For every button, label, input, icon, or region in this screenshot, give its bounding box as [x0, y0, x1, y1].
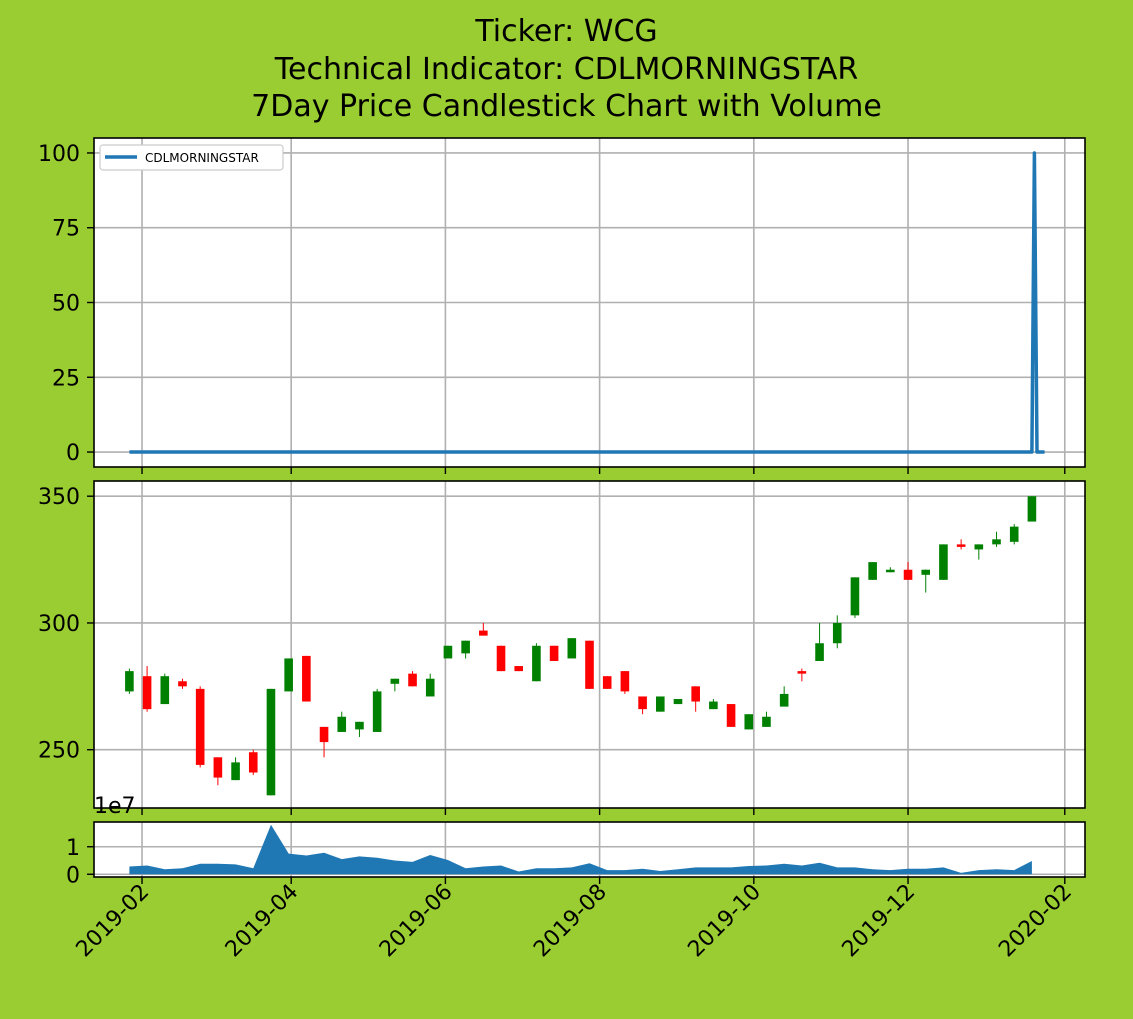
candle-body-34 [726, 704, 736, 727]
candle-body-49 [992, 539, 1001, 545]
candle-body-37 [779, 693, 789, 707]
indicator-ytick-label-2: 50 [52, 292, 80, 317]
candle-body-9 [284, 658, 293, 692]
candle-body-45 [921, 569, 931, 575]
candle-body-13 [355, 721, 364, 730]
candle-body-14 [372, 691, 382, 732]
volume-ytick-label-1: 1 [66, 836, 80, 861]
candle-body-12 [337, 716, 347, 732]
volume-ytick-label-0: 0 [66, 863, 80, 888]
candle-body-17 [425, 678, 435, 697]
price-ytick-label-1: 300 [38, 612, 80, 637]
candle-body-10 [302, 655, 311, 702]
candle-body-16 [408, 673, 417, 687]
candle-body-39 [815, 643, 824, 661]
candle-body-51 [1027, 496, 1037, 522]
candle-body-30 [655, 696, 665, 712]
candle-body-15 [390, 678, 400, 684]
legend-box [99, 144, 284, 171]
candle-body-4 [195, 688, 205, 765]
candle-body-46 [939, 544, 948, 580]
chart-title-line-3: 7Day Price Candlestick Chart with Volume [251, 89, 882, 124]
candle-body-44 [903, 569, 913, 580]
candle-body-11 [319, 726, 329, 743]
candle-body-24 [549, 645, 559, 661]
candle-body-2 [160, 676, 170, 705]
candle-body-40 [832, 622, 842, 644]
x-tick-label-6: 2020-02 [994, 880, 1077, 963]
candle-body-20 [479, 630, 488, 636]
indicator-ytick-label-3: 75 [52, 217, 80, 242]
indicator-ytick-label-0: 0 [66, 441, 80, 466]
candle-body-0 [125, 671, 134, 692]
price-ytick-label-0: 250 [38, 739, 80, 764]
x-tick-label-1: 2019-04 [221, 880, 304, 963]
candle-body-35 [744, 714, 754, 730]
candle-body-48 [974, 544, 984, 550]
candle-body-29 [638, 696, 647, 710]
candle-body-3 [178, 681, 187, 687]
chart-title-line-2: Technical Indicator: CDLMORNINGSTAR [274, 52, 859, 87]
candle-body-18 [443, 645, 453, 659]
candle-body-36 [762, 716, 771, 727]
volume-frame [93, 821, 1086, 878]
candle-body-26 [585, 640, 594, 689]
x-tick-label-0: 2019-02 [72, 880, 155, 963]
candle-body-6 [231, 762, 240, 781]
candle-body-22 [514, 666, 524, 672]
candle-body-8 [266, 688, 276, 796]
indicator-frame [93, 137, 1086, 468]
candle-body-1 [142, 676, 152, 710]
volume-area [129, 824, 1032, 875]
candle-body-42 [868, 562, 877, 580]
candles-group [125, 496, 1037, 796]
x-tick-label-4: 2019-10 [683, 880, 766, 963]
candle-body-33 [709, 701, 718, 710]
candle-body-31 [673, 699, 683, 705]
candle-body-32 [691, 686, 700, 702]
indicator-ytick-label-1: 25 [52, 366, 80, 391]
candle-body-38 [797, 671, 807, 674]
candle-body-7 [248, 752, 258, 773]
candle-body-25 [567, 638, 577, 659]
indicator-ytick-label-4: 100 [38, 142, 80, 167]
candle-body-47 [956, 544, 966, 547]
legend-label: CDLMORNINGSTAR [145, 151, 259, 165]
x-tick-label-5: 2019-12 [838, 880, 921, 963]
x-tick-label-3: 2019-08 [529, 880, 612, 963]
candle-body-23 [532, 645, 541, 682]
candle-body-5 [213, 757, 223, 778]
candle-body-21 [496, 645, 506, 672]
chart-title-line-1: Ticker: WCG [475, 14, 658, 49]
price-frame [93, 480, 1086, 809]
volume-offset-label: 1e7 [94, 794, 136, 819]
candle-body-27 [602, 676, 612, 689]
indicator-series-line [129, 151, 1045, 454]
candle-body-19 [461, 640, 470, 654]
candle-body-28 [620, 671, 630, 692]
candle-body-43 [886, 569, 895, 573]
candle-body-41 [850, 577, 860, 616]
price-ytick-label-2: 350 [38, 485, 80, 510]
candle-body-50 [1009, 526, 1019, 542]
x-tick-label-2: 2019-06 [375, 880, 458, 963]
